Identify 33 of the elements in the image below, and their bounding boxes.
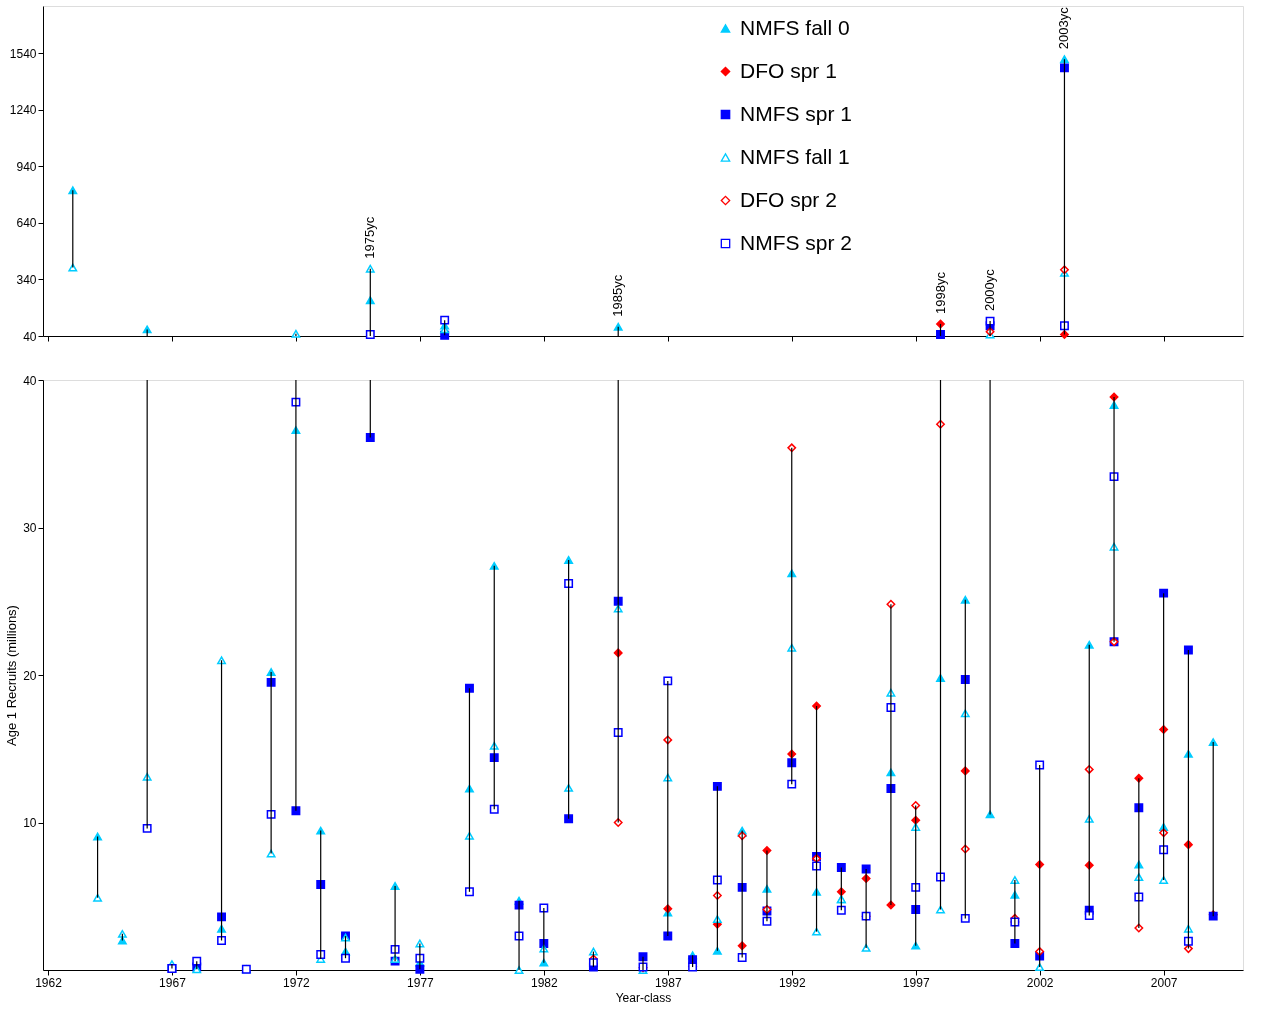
annotation: 1975yc: [362, 216, 378, 259]
legend-label: NMFS spr 2: [740, 230, 853, 254]
x-tick-label: 1997: [902, 975, 930, 990]
x-tick-label: 1982: [530, 975, 558, 990]
x-tick-label: 1987: [654, 975, 682, 990]
legend-label: DFO spr 2: [740, 187, 837, 211]
y-tick-label: 940: [16, 159, 37, 174]
x-tick-label: 1977: [407, 975, 435, 990]
y-tick-label: 1240: [9, 103, 37, 118]
legend-label: NMFS fall 0: [740, 15, 850, 39]
y-tick-label: 10: [23, 816, 37, 830]
annotation: 1985yc: [610, 274, 626, 317]
x-tick-label: 1972: [283, 975, 311, 990]
legend-label: NMFS fall 1: [740, 144, 850, 168]
y-tick-label: 20: [23, 668, 37, 683]
legend-label: DFO spr 1: [740, 58, 837, 82]
annotation: 2003yc: [1056, 6, 1072, 50]
x-axis-title: Year-class: [615, 990, 672, 1005]
legend-label: NMFS spr 1: [740, 101, 853, 125]
y-tick-label: 30: [23, 521, 37, 535]
x-tick-label: 1992: [778, 975, 806, 990]
y-tick-label: 640: [16, 216, 37, 231]
x-tick-label: 2007: [1150, 975, 1178, 990]
y-tick-label: 40: [23, 373, 37, 388]
y-axis-title: Age 1 Recruits (millions): [4, 605, 20, 746]
annotation: 1998yc: [932, 271, 948, 314]
annotation: 2000yc: [982, 268, 998, 312]
x-tick-label: 2002: [1026, 975, 1054, 990]
x-tick-label: 1967: [159, 975, 187, 990]
y-tick-label: 340: [16, 272, 37, 287]
y-tick-label: 1540: [9, 46, 37, 61]
y-tick-label: 40: [23, 329, 37, 344]
x-tick-label: 1962: [35, 975, 63, 990]
